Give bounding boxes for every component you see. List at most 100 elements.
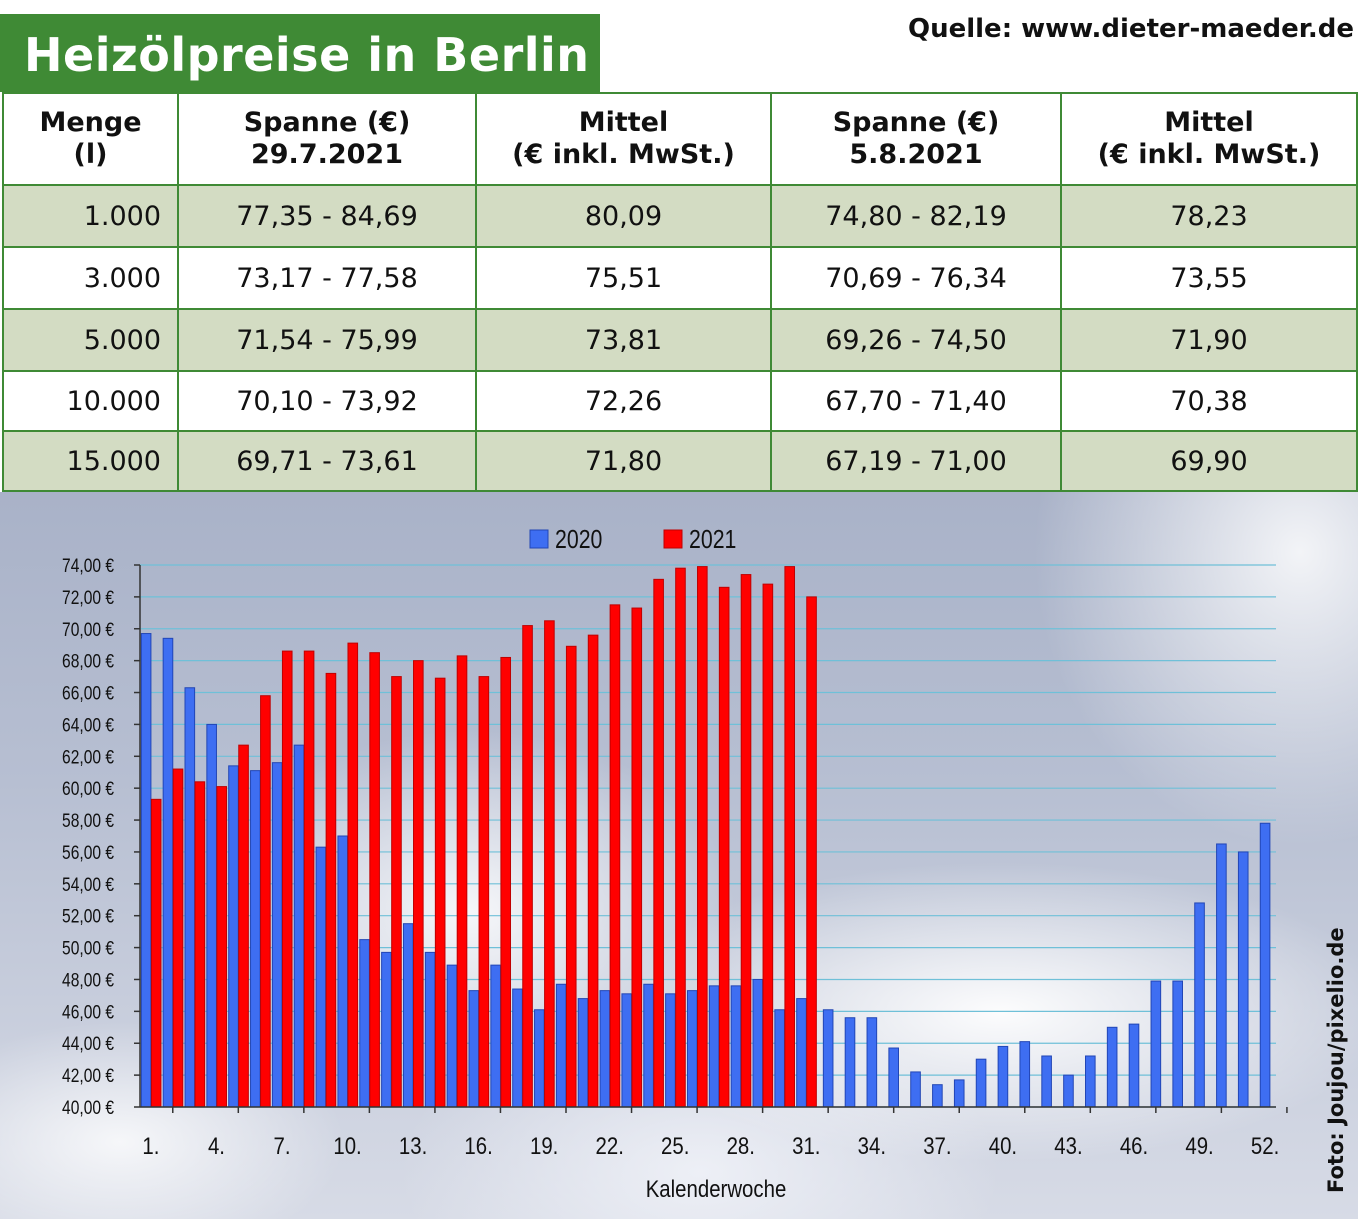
x-tick-label: 49. [1185, 1132, 1213, 1159]
bar-2021 [434, 677, 446, 1108]
bar-2021 [500, 656, 512, 1108]
table-cell: 72,26 [475, 370, 772, 432]
bar-2020 [1041, 1055, 1052, 1108]
x-tick-label: 25. [661, 1132, 689, 1159]
bar-2020 [446, 964, 458, 1108]
bar-2021 [347, 642, 359, 1108]
header-mittel-1: Mittel (€ inkl. MwSt.) [475, 92, 772, 186]
table-cell: 5.000 [2, 308, 179, 372]
bar-2020 [1172, 980, 1183, 1108]
header-spanne-1: Spanne (€) 29.7.2021 [177, 92, 477, 186]
y-tick-label: 54,00 € [62, 873, 114, 895]
bar-2021 [631, 607, 643, 1108]
table-cell: 10.000 [2, 370, 179, 432]
bar-2021 [369, 652, 380, 1108]
table-cell: 67,70 - 71,40 [770, 370, 1062, 432]
table-header-row: Menge (l) Spanne (€) 29.7.2021 Mittel (€ in… [2, 92, 1358, 186]
bar-chart: 40,00 € 42,00 € 44,00 € 46,00 € 48,00 € 50,00… [62, 525, 1288, 1202]
table-cell: 71,80 [475, 430, 772, 492]
table-cell: 73,17 - 77,58 [177, 246, 477, 310]
table-cell: 70,38 [1060, 370, 1358, 432]
bar-2020 [1194, 902, 1205, 1108]
y-tick-label: 58,00 € [62, 810, 114, 832]
bar-2020 [643, 983, 654, 1108]
bar-2020 [1063, 1074, 1074, 1108]
bar-2020 [293, 744, 305, 1108]
bar-2020 [888, 1047, 899, 1108]
bar-2020 [708, 985, 720, 1108]
bar-2021 [653, 578, 664, 1108]
bar-2020 [1106, 1026, 1118, 1108]
table-cell: 69,26 - 74,50 [770, 308, 1062, 372]
bar-2020 [140, 633, 152, 1108]
bar-2021 [478, 676, 490, 1108]
bar-2020 [468, 990, 480, 1108]
table-cell: 75,51 [475, 246, 772, 310]
bar-2020 [910, 1071, 921, 1108]
y-tick-label: 68,00 € [62, 650, 114, 672]
bar-2021 [325, 672, 337, 1108]
table-cell: 73,55 [1060, 246, 1358, 310]
x-tick-label: 10. [333, 1132, 361, 1159]
table-cell: 1.000 [2, 184, 179, 248]
y-tick-label: 66,00 € [62, 682, 114, 704]
table-cell: 69,90 [1060, 430, 1358, 492]
y-tick-label: 56,00 € [62, 841, 114, 863]
bar-2020 [866, 1017, 878, 1108]
bar-2021 [740, 574, 752, 1108]
bar-2020 [1085, 1055, 1096, 1108]
x-tick-label: 4. [208, 1132, 225, 1159]
bar-2021 [587, 634, 599, 1108]
bar-2021 [784, 566, 796, 1108]
bar-2021 [150, 798, 162, 1108]
x-tick-label: 43. [1054, 1132, 1082, 1159]
bar-2020 [774, 1009, 785, 1108]
bar-2020 [184, 687, 196, 1108]
x-tick-label: 19. [530, 1132, 558, 1159]
header-menge: Menge (l) [2, 92, 179, 186]
y-tick-label: 62,00 € [62, 746, 114, 768]
bar-2020 [337, 835, 349, 1108]
bar-2020 [1128, 1023, 1140, 1108]
bar-2021 [544, 620, 555, 1108]
legend-swatch-2020 [529, 529, 549, 549]
y-tick-label: 48,00 € [62, 969, 114, 991]
table-cell: 70,69 - 76,34 [770, 246, 1062, 310]
chart-area: 40,00 € 42,00 € 44,00 € 46,00 € 48,00 € 50,00… [0, 492, 1358, 1219]
bar-2020 [534, 1009, 545, 1108]
source-credit: Quelle: www.dieter-maeder.de [907, 14, 1354, 44]
bar-2021 [303, 650, 315, 1108]
bar-2021 [609, 604, 621, 1108]
x-tick-label: 7. [273, 1132, 290, 1159]
bar-2021 [718, 586, 730, 1108]
title-banner: Heizölpreise in Berlin [0, 14, 600, 92]
table-cell: 70,10 - 73,92 [177, 370, 477, 432]
bar-2020 [228, 765, 239, 1108]
bar-2020 [359, 939, 370, 1108]
y-tick-label: 70,00 € [62, 618, 114, 640]
bar-2020 [822, 1009, 834, 1108]
bar-2021 [522, 625, 533, 1108]
bar-2020 [271, 762, 283, 1108]
bar-2021 [675, 567, 686, 1108]
x-tick-label: 1. [142, 1132, 159, 1159]
legend-swatch-2021 [663, 529, 683, 549]
legend-label-2021: 2021 [689, 525, 736, 555]
table-cell: 3.000 [2, 246, 179, 310]
table-cell: 71,54 - 75,99 [177, 308, 477, 372]
bar-2021 [281, 650, 293, 1108]
bar-2020 [424, 951, 436, 1108]
bar-2020 [932, 1084, 943, 1108]
y-tick-label: 72,00 € [62, 586, 114, 608]
bar-2020 [730, 985, 742, 1108]
x-tick-label: 22. [596, 1132, 624, 1159]
y-tick-label: 74,00 € [62, 555, 114, 577]
bar-2021 [697, 566, 708, 1108]
bar-2021 [172, 768, 184, 1108]
bar-2020 [315, 846, 327, 1108]
x-tick-label: 31. [792, 1132, 820, 1159]
bar-2020 [490, 964, 501, 1108]
bar-2020 [975, 1058, 987, 1108]
bar-2020 [250, 770, 261, 1108]
bar-2021 [260, 695, 271, 1108]
